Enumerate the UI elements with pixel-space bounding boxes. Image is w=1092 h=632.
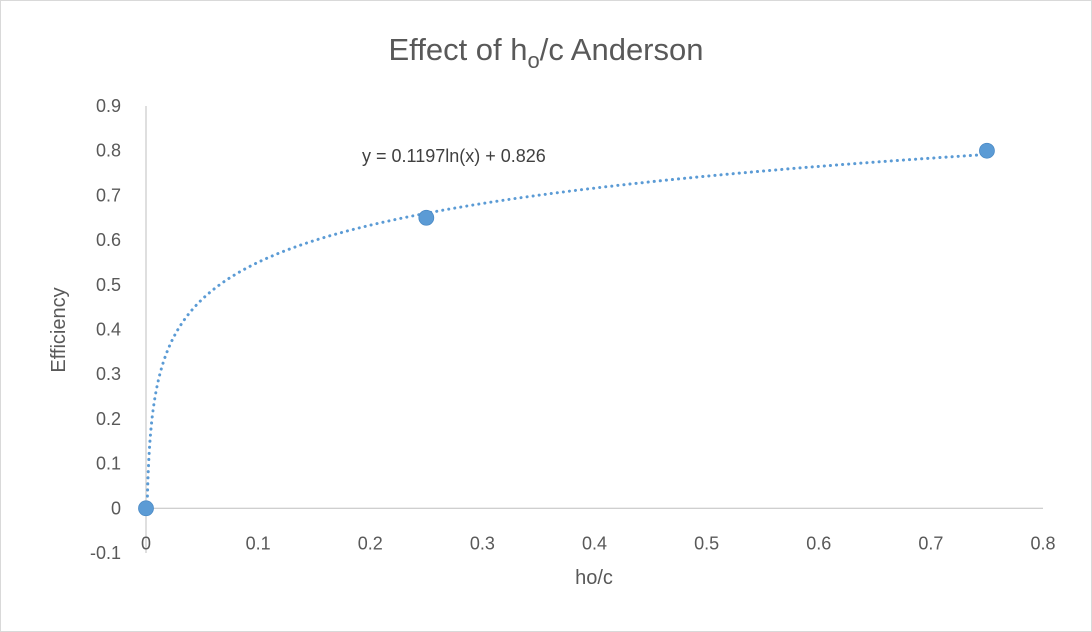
y-tick-label: 0.4	[96, 320, 121, 340]
x-tick-label: 0	[141, 533, 151, 553]
y-tick-label: 0.3	[96, 364, 121, 384]
tick-labels: 0 0.1 0.2 0.3 0.4 0.5 0.6 0.7 0.8 -0.1 0 0.1 0.2 0.3 0…	[90, 96, 1056, 563]
x-axis-title: ho/c	[575, 567, 613, 589]
axes	[145, 106, 1043, 553]
trendline-equation: y = 0.1197ln(x) + 0.826	[362, 146, 546, 166]
data-points	[138, 142, 995, 517]
y-tick-label: 0.2	[96, 409, 121, 429]
trendline-path	[145, 152, 989, 510]
y-tick-label: 0.6	[96, 230, 121, 250]
x-tick-label: 0.1	[246, 533, 271, 553]
x-tick-label: 0.3	[470, 533, 495, 553]
y-tick-label: 0	[111, 498, 121, 518]
y-tick-label: 0.7	[96, 185, 121, 205]
y-tick-label: 0.1	[96, 454, 121, 474]
data-point	[418, 209, 435, 226]
x-tick-label: 0.7	[918, 533, 943, 553]
data-point	[979, 142, 995, 159]
x-tick-label: 0.8	[1030, 533, 1055, 553]
y-tick-label: 0.8	[96, 141, 121, 161]
y-axis-title: Efficiency	[48, 287, 70, 372]
y-tick-label: 0.9	[96, 96, 121, 116]
trendline	[145, 152, 989, 510]
y-tick-label: 0.5	[96, 275, 121, 295]
chart-title: Effect of ho/c Anderson	[389, 32, 704, 73]
x-tick-label: 0.4	[582, 533, 607, 553]
x-tick-label: 0.5	[694, 533, 719, 553]
x-tick-label: 0.2	[358, 533, 383, 553]
x-tick-label: 0.6	[806, 533, 831, 553]
y-tick-label: -0.1	[90, 543, 121, 563]
data-point	[138, 500, 154, 517]
